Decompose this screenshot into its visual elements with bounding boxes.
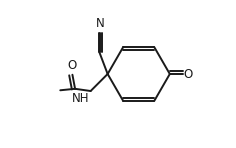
- Text: O: O: [67, 59, 76, 72]
- Text: NH: NH: [72, 92, 90, 105]
- Text: N: N: [96, 17, 105, 30]
- Text: O: O: [184, 67, 193, 81]
